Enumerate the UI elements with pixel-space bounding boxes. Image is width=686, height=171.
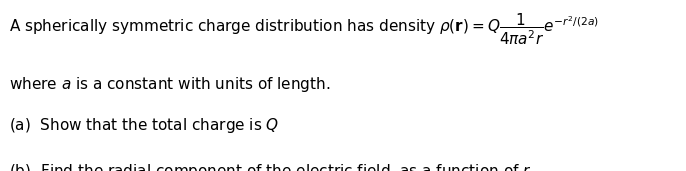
Text: where $a$ is a constant with units of length.: where $a$ is a constant with units of le… bbox=[9, 75, 331, 94]
Text: (b)  Find the radial component of the electric field, as a function of $r$: (b) Find the radial component of the ele… bbox=[9, 162, 532, 171]
Text: A spherically symmetric charge distribution has density $\rho(\mathbf{r}) = Q\df: A spherically symmetric charge distribut… bbox=[9, 12, 599, 47]
Text: (a)  Show that the total charge is $Q$: (a) Show that the total charge is $Q$ bbox=[9, 116, 279, 135]
